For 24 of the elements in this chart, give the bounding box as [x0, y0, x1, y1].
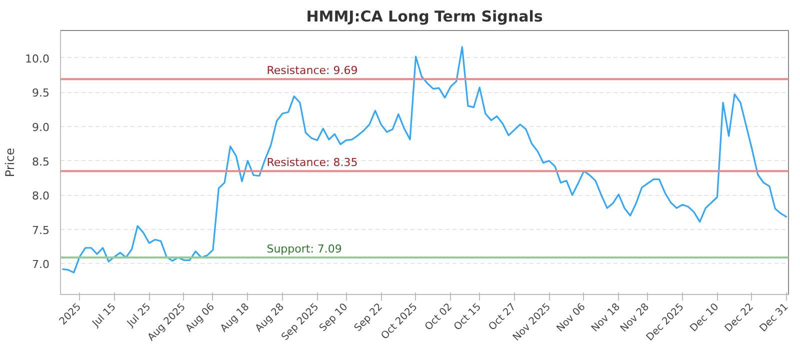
- line-series: [61, 46, 788, 274]
- y-tick-label: 10.0: [25, 52, 50, 66]
- x-tick-label: Oct 02: [423, 302, 454, 333]
- y-tick-label: 9.5: [32, 86, 50, 100]
- y-axis-title: Price: [3, 148, 18, 178]
- x-tick-label: Sep 10: [318, 302, 350, 334]
- x-tick-label: Nov 06: [554, 302, 588, 334]
- x-tick-label: Dec 10: [688, 302, 722, 334]
- y-tick-label: 7.0: [32, 258, 50, 272]
- chart-title: HMMJ:CA Long Term Signals: [306, 8, 543, 26]
- ref-line-label: Resistance: 9.69: [266, 64, 358, 78]
- x-tick-label: Aug 06: [184, 302, 217, 334]
- ref-line-label: Support: 7.09: [266, 242, 342, 256]
- y-tick-label: 9.0: [32, 121, 50, 134]
- x-tick-label: Dec 31: [758, 302, 791, 334]
- y-tick-label: 7.5: [32, 224, 50, 237]
- ref-line-label: Resistance: 8.35: [266, 156, 358, 170]
- x-tick-label: Oct 27: [486, 302, 518, 333]
- x-tick-label: Oct 15: [452, 302, 484, 333]
- y-tick-label: 8.5: [32, 155, 50, 168]
- x-tick-label: Jul 25: [124, 302, 154, 330]
- x-tick-label: Dec 22: [723, 302, 756, 334]
- y-tick-label: 8.0: [32, 190, 50, 203]
- x-tick-label: Jul 15: [90, 302, 118, 330]
